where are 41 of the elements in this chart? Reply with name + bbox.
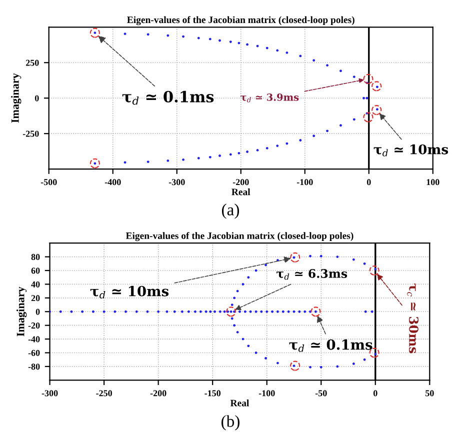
annotation: τ$_{d}$ ≃ 0.1ms: [122, 90, 214, 105]
annotation: τ$_{d}$ ≃ 6.3ms: [276, 269, 348, 280]
x-tick-label: -500: [40, 179, 57, 186]
y-tick-label: 20: [31, 295, 40, 302]
x-tick-label: -150: [204, 390, 221, 396]
x-tick-label: -300: [42, 390, 58, 396]
x-axis-title: Real: [232, 188, 250, 196]
y-tick-label: -60: [28, 350, 40, 356]
x-tick-label: 0: [366, 179, 371, 186]
y-tick-label: 0: [34, 95, 39, 102]
x-tick-label: -250: [96, 390, 112, 396]
x-tick-label: 100: [426, 179, 440, 186]
text: (b): [222, 415, 240, 430]
y-tick-label: -20: [28, 322, 40, 329]
y-tick-label: 0: [36, 308, 40, 315]
y-tick-label: -40: [28, 336, 40, 342]
x-tick-label: -200: [232, 179, 249, 186]
annotation: τ$_{d}$ ≃ 3.9ms: [240, 94, 299, 102]
x-tick-label: 0: [373, 390, 378, 396]
text: (a): [222, 204, 240, 219]
x-tick-label: -400: [104, 179, 121, 186]
y-tick-label: 40: [31, 281, 40, 288]
annotation: τ$_{c}$ ≃ 30ms: [407, 284, 418, 354]
y-tick-label: -250: [22, 130, 39, 137]
annotation: τ$_{d}$ ≃ 10ms: [90, 286, 169, 298]
x-axis-title: Real: [230, 399, 250, 406]
y-tick-label: -80: [28, 364, 40, 370]
annotation: τ$_{d}$ ≃ 0.1ms: [289, 339, 372, 352]
x-tick-label: -200: [150, 390, 166, 396]
x-tick-label: -100: [296, 179, 313, 186]
chart-title: Eigen-values of the Jacobian matrix (closed-loop poles): [126, 232, 354, 242]
x-tick-label: -50: [315, 390, 327, 396]
y-axis-title: Imaginary: [11, 73, 22, 123]
x-tick-label: -100: [258, 390, 275, 396]
chart-title: Eigen-values of the Jacobian matrix (closed-loop poles): [127, 16, 354, 26]
x-tick-label: 50: [426, 390, 434, 396]
y-axis-title: Imaginary: [16, 286, 27, 336]
y-tick-label: 80: [31, 254, 40, 260]
y-tick-label: 60: [31, 268, 40, 274]
x-tick-label: -300: [168, 179, 185, 186]
y-tick-label: 250: [26, 60, 39, 66]
